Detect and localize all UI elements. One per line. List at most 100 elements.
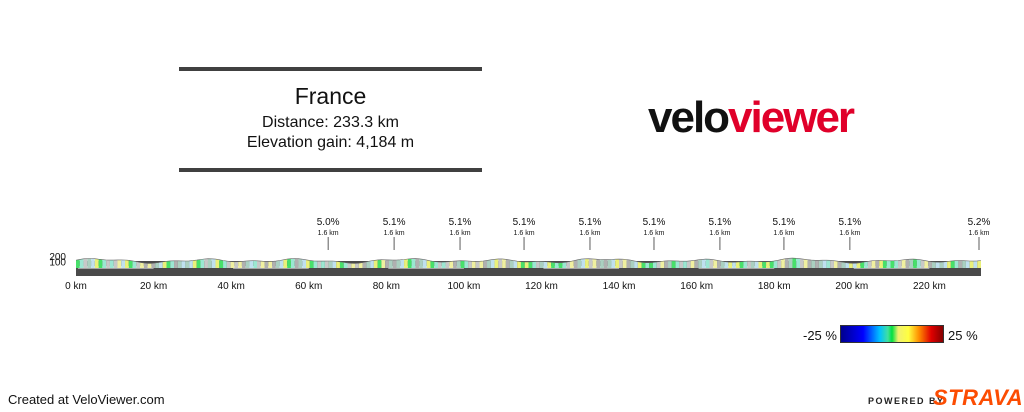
profile-slice bbox=[822, 260, 827, 268]
profile-slice bbox=[166, 260, 171, 268]
profile-slice bbox=[732, 262, 736, 268]
profile-slice bbox=[788, 258, 793, 268]
profile-slice bbox=[185, 260, 190, 268]
profile-slice bbox=[468, 261, 472, 268]
profile-slice bbox=[283, 259, 288, 268]
profile-slice bbox=[879, 260, 883, 268]
climb-gradient-label: 5.1% bbox=[449, 217, 472, 228]
profile-slice bbox=[505, 259, 510, 268]
profile-slice bbox=[487, 259, 491, 268]
profile-slice bbox=[569, 260, 574, 268]
profile-slice bbox=[939, 261, 944, 268]
profile-slice bbox=[264, 261, 269, 268]
profile-slice bbox=[328, 260, 333, 268]
profile-slice bbox=[894, 260, 899, 268]
profile-slice bbox=[701, 259, 706, 268]
profile-slice bbox=[475, 261, 480, 268]
profile-slice bbox=[302, 259, 307, 268]
profile-slice bbox=[294, 258, 299, 268]
profile-slice bbox=[230, 261, 235, 268]
profile-slice bbox=[373, 259, 378, 268]
climb-gradient-label: 5.1% bbox=[773, 217, 796, 228]
profile-slice bbox=[551, 262, 555, 268]
profile-slice bbox=[796, 258, 800, 268]
profile-slice bbox=[528, 261, 533, 268]
x-tick-label: 160 km bbox=[680, 281, 713, 292]
profile-slice bbox=[901, 259, 906, 268]
profile-slice bbox=[268, 261, 273, 268]
profile-slice bbox=[649, 262, 653, 268]
profile-slice bbox=[324, 260, 329, 268]
profile-slice bbox=[117, 259, 122, 268]
profile-slice bbox=[645, 262, 650, 268]
profile-slice bbox=[781, 258, 785, 268]
profile-slice bbox=[388, 259, 393, 268]
profile-slice bbox=[215, 259, 220, 268]
profile-slice bbox=[750, 261, 755, 268]
profile-slice bbox=[479, 260, 484, 268]
profile-slice bbox=[675, 260, 680, 268]
profile-slice bbox=[762, 261, 767, 268]
profile-slice bbox=[588, 258, 593, 268]
profile-slice bbox=[91, 258, 95, 268]
x-tick-label: 100 km bbox=[448, 281, 481, 292]
profile-slice bbox=[841, 261, 846, 268]
profile-slice bbox=[747, 261, 751, 268]
profile-outline bbox=[75, 257, 982, 264]
profile-slice bbox=[162, 261, 167, 268]
profile-slice bbox=[630, 260, 635, 268]
profile-slice bbox=[656, 261, 661, 268]
profile-slice bbox=[585, 258, 589, 268]
profile-slice bbox=[815, 260, 819, 268]
profile-slice bbox=[204, 258, 208, 268]
profile-slice bbox=[355, 263, 359, 268]
profile-slice bbox=[717, 260, 721, 268]
profile-slice bbox=[109, 260, 114, 268]
profile-slice bbox=[87, 258, 92, 268]
profile-slice bbox=[524, 261, 529, 268]
profile-slice bbox=[818, 260, 823, 268]
profile-slice bbox=[366, 261, 371, 268]
climb-length-label: 1.6 km bbox=[773, 230, 794, 237]
profile-slice bbox=[207, 258, 212, 268]
profile-slice bbox=[321, 261, 325, 268]
profile-slice bbox=[709, 259, 714, 268]
profile-slice bbox=[347, 262, 352, 268]
profile-slice bbox=[339, 261, 344, 268]
profile-slice bbox=[94, 258, 99, 268]
profile-slice bbox=[626, 259, 631, 268]
profile-slice bbox=[456, 260, 461, 268]
profile-slice bbox=[694, 259, 699, 268]
profile-slice bbox=[973, 260, 978, 268]
climb-length-label: 1.6 km bbox=[709, 230, 730, 237]
profile-slice bbox=[377, 259, 382, 268]
profile-slice bbox=[547, 261, 552, 268]
profile-slice bbox=[351, 263, 356, 268]
profile-slice bbox=[554, 262, 559, 268]
colorbar-fill bbox=[840, 325, 944, 343]
profile-slice bbox=[660, 261, 665, 268]
profile-slice bbox=[803, 259, 808, 268]
profile-slice bbox=[950, 260, 955, 268]
climb-length-label: 1.6 km bbox=[839, 230, 860, 237]
profile-slice bbox=[784, 258, 789, 268]
climb-gradient-label: 5.1% bbox=[383, 217, 406, 228]
climb-gradient-label: 5.1% bbox=[838, 217, 861, 228]
profile-slice bbox=[720, 261, 725, 268]
profile-slice bbox=[453, 260, 457, 268]
x-tick-label: 0 km bbox=[65, 281, 87, 292]
logo-text-velo: velo bbox=[648, 93, 730, 142]
profile-slice bbox=[460, 260, 465, 268]
x-tick-label: 80 km bbox=[373, 281, 400, 292]
profile-slice bbox=[132, 260, 137, 268]
profile-slice bbox=[826, 260, 831, 268]
climb-length-label: 1.6 km bbox=[384, 230, 405, 237]
profile-slice bbox=[698, 259, 702, 268]
profile-slice bbox=[445, 261, 450, 268]
profile-slice bbox=[520, 261, 525, 268]
route-elevation-gain: Elevation gain: 4,184 m bbox=[246, 134, 415, 151]
profile-slice bbox=[864, 261, 868, 268]
profile-slice bbox=[317, 261, 322, 268]
climb-length-label: 1.6 km bbox=[514, 230, 535, 237]
profile-slice bbox=[245, 260, 250, 268]
